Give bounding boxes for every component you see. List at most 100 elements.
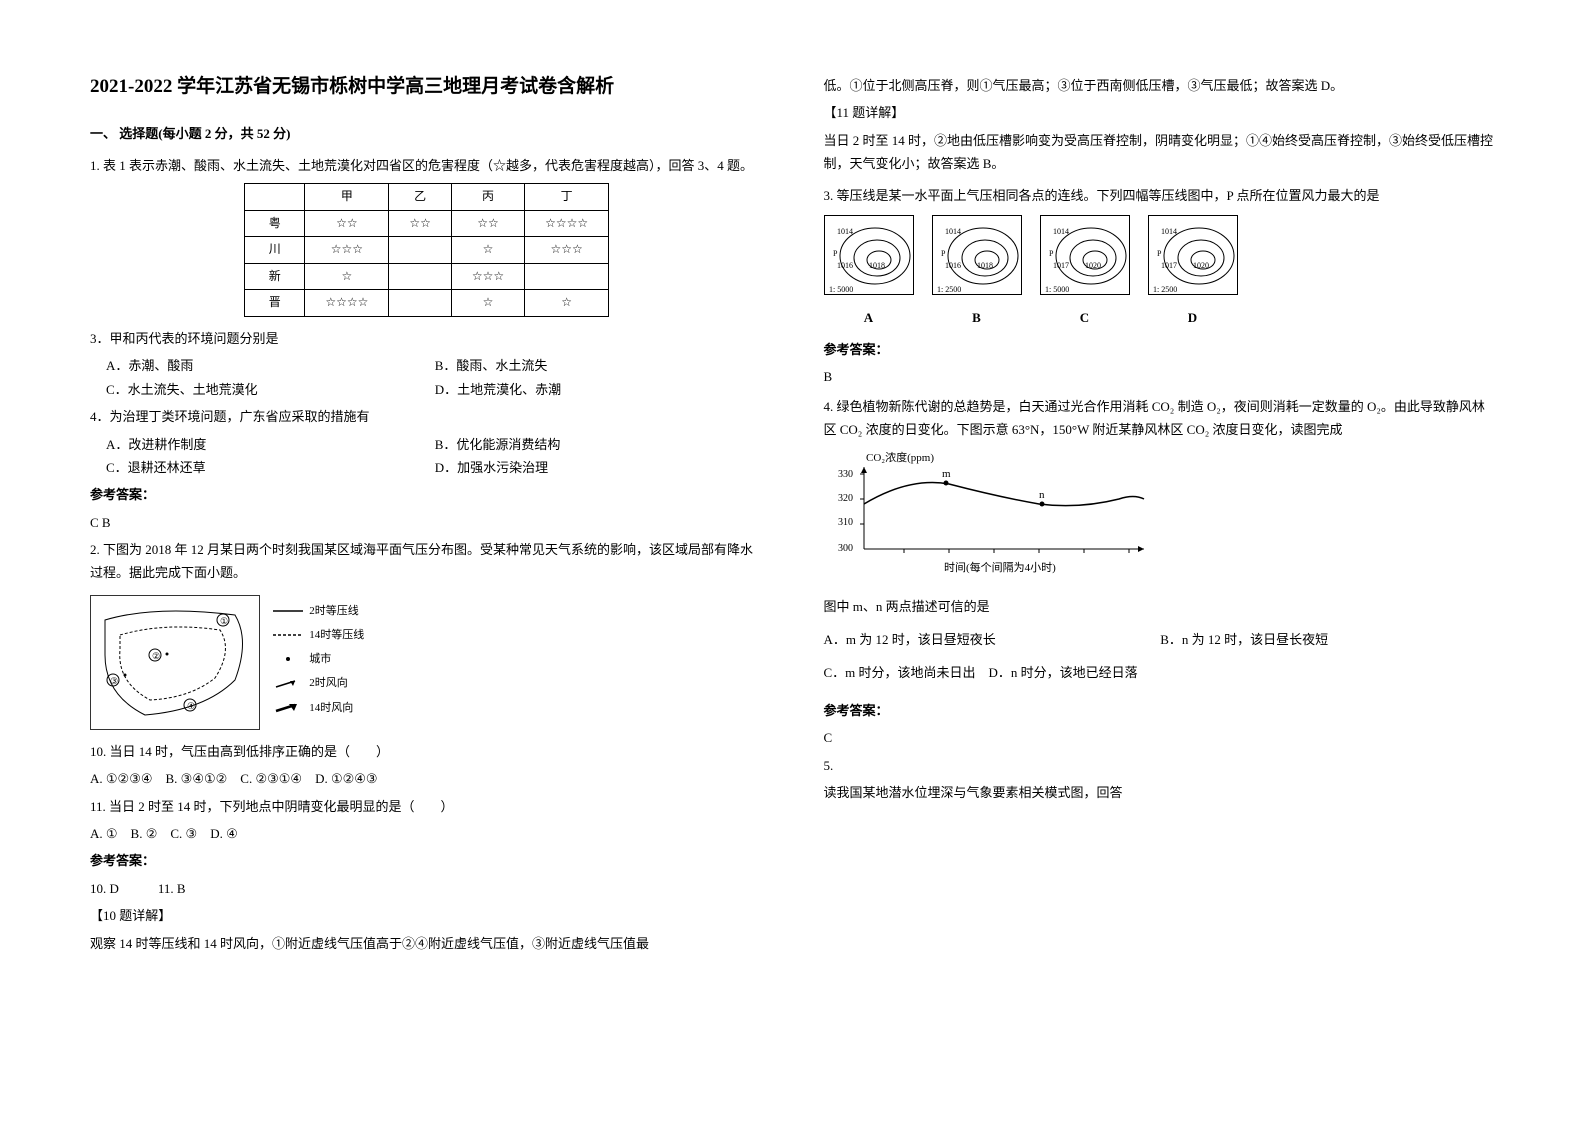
- svg-text:CO₂浓度(ppm): CO₂浓度(ppm): [866, 450, 934, 464]
- q10-stem: 10. 当日 14 时，气压由高到低排序正确的是（ ）: [90, 740, 764, 763]
- svg-text:②: ②: [152, 651, 160, 661]
- option-row: C．水土流失、土地荒漠化 D．土地荒漠化、赤潮: [90, 378, 764, 401]
- table-cell: [389, 290, 452, 317]
- table-row: 甲 乙 丙 丁: [245, 183, 609, 210]
- svg-text:1014: 1014: [837, 227, 853, 236]
- q11-stem: 11. 当日 2 时至 14 时，下列地点中阴晴变化最明显的是（ ）: [90, 795, 764, 818]
- option-b: B．酸雨、水土流失: [435, 354, 764, 377]
- pressure-map-legend: 2时等压线 14时等压线 城市 2时风向 14时风向: [273, 599, 364, 720]
- answer-label: 参考答案：: [90, 483, 764, 506]
- svg-text:300: 300: [838, 543, 853, 554]
- isobar-a: 1014 P 1016 1018 1: 5000 A: [824, 215, 914, 330]
- legend-item: 城市: [273, 647, 364, 671]
- option-row: A．改进耕作制度 B．优化能源消费结构: [90, 433, 764, 456]
- option-row: A．赤潮、酸雨 B．酸雨、水土流失: [90, 354, 764, 377]
- option-d: D．土地荒漠化、赤潮: [435, 378, 764, 401]
- explain10-head: 【10 题详解】: [90, 904, 764, 927]
- table-cell: [389, 237, 452, 264]
- explain10-text: 观察 14 时等压线和 14 时风向，①附近虚线气压值高于②④附近虚线气压值，③…: [90, 932, 764, 955]
- table-cell: 粤: [245, 210, 305, 237]
- pressure-map-svg: ① ② ③ ④: [95, 600, 255, 725]
- q11-options: A. ① B. ② C. ③ D. ④: [90, 822, 764, 845]
- table-row: 新 ☆ ☆☆☆: [245, 263, 609, 290]
- legend-item: 2时风向: [273, 671, 364, 695]
- legend-label: 14时风向: [309, 696, 353, 720]
- option-b: B．n 为 12 时，该日昼长夜短: [1160, 628, 1497, 651]
- document-title: 2021-2022 学年江苏省无锡市栎树中学高三地理月考试卷含解析: [90, 70, 764, 104]
- svg-text:310: 310: [838, 517, 853, 528]
- table-cell: [389, 263, 452, 290]
- svg-text:时间(每个间隔为4小时): 时间(每个间隔为4小时): [944, 560, 1056, 574]
- q4b-stem: 图中 m、n 两点描述可信的是: [824, 595, 1498, 618]
- svg-text:1017: 1017: [1053, 261, 1069, 270]
- svg-text:1: 5000: 1: 5000: [1045, 285, 1069, 294]
- svg-text:1017: 1017: [1161, 261, 1177, 270]
- table-row: 粤 ☆☆ ☆☆ ☆☆ ☆☆☆☆: [245, 210, 609, 237]
- svg-text:1018: 1018: [977, 261, 993, 270]
- table-cell: ☆: [525, 290, 609, 317]
- svg-text:1018: 1018: [869, 261, 885, 270]
- isobar-b: 1014 P 1016 1018 1: 2500 B: [932, 215, 1022, 330]
- option-c: C．退耕还林还草: [90, 456, 435, 479]
- option-cd: C．m 时分，该地尚未日出 D．n 时分，该地已经日落: [824, 661, 1498, 684]
- legend-label: 城市: [309, 647, 331, 671]
- table-cell: ☆☆: [451, 210, 524, 237]
- isobar-svg: 1014 P 1016 1018 1: 2500: [932, 215, 1022, 295]
- q3b-answer: B: [824, 365, 1498, 388]
- svg-text:③: ③: [110, 676, 118, 686]
- q10-options: A. ①②③④ B. ③④①② C. ②③①④ D. ①②④③: [90, 767, 764, 790]
- option-d: D．加强水污染治理: [435, 456, 764, 479]
- svg-text:④: ④: [187, 701, 195, 711]
- table-cell: 丁: [525, 183, 609, 210]
- isobar-d: 1014 P 1017 1020 1: 2500 D: [1148, 215, 1238, 330]
- svg-text:1020: 1020: [1085, 261, 1101, 270]
- isobar-c: 1014 P 1017 1020 1: 5000 C: [1040, 215, 1130, 330]
- table-cell: [245, 183, 305, 210]
- pressure-map-block: ① ② ③ ④ 2时等压线 14时等压线 城市: [90, 589, 764, 736]
- svg-text:①: ①: [220, 616, 228, 626]
- q1011-answer: 10. D 11. B: [90, 877, 764, 900]
- right-column: 低。①位于北侧高压脊，则①气压最高；③位于西南侧低压槽，③气压最低；故答案选 D…: [824, 70, 1498, 1092]
- table-cell: 丙: [451, 183, 524, 210]
- explain11-text: 当日 2 时至 14 时，②地由低压槽影响变为受高压脊控制，阴晴变化明显；①④始…: [824, 129, 1498, 176]
- table-cell: ☆☆☆: [451, 263, 524, 290]
- q5-number: 5.: [824, 754, 1498, 777]
- option-a: A．赤潮、酸雨: [90, 354, 435, 377]
- svg-text:n: n: [1039, 489, 1045, 501]
- svg-text:330: 330: [838, 469, 853, 480]
- left-column: 2021-2022 学年江苏省无锡市栎树中学高三地理月考试卷含解析 一、 选择题…: [90, 70, 764, 1092]
- svg-text:1: 2500: 1: 2500: [1153, 285, 1177, 294]
- answer-label: 参考答案：: [824, 699, 1498, 722]
- legend-item: 14时风向: [273, 696, 364, 720]
- q3-stem: 3．甲和丙代表的环境问题分别是: [90, 327, 764, 350]
- svg-text:P: P: [1157, 249, 1162, 258]
- isobar-svg: 1014 P 1017 1020 1: 5000: [1040, 215, 1130, 295]
- legend-label: 14时等压线: [309, 623, 364, 647]
- col2-cont: 低。①位于北侧高压脊，则①气压最高；③位于西南侧低压槽，③气压最低；故答案选 D…: [824, 74, 1498, 97]
- q2-intro: 2. 下图为 2018 年 12 月某日两个时刻我国某区域海平面气压分布图。受某…: [90, 538, 764, 585]
- legend-label: 2时等压线: [309, 599, 359, 623]
- q4-stem: 4．为治理丁类环境问题，广东省应采取的措施有: [90, 405, 764, 428]
- legend-item: 2时等压线: [273, 599, 364, 623]
- table-cell: ☆: [451, 290, 524, 317]
- svg-text:1016: 1016: [837, 261, 853, 270]
- isobar-label: A: [824, 306, 914, 329]
- table-cell: ☆☆☆: [305, 237, 389, 264]
- isobar-svg: 1014 P 1017 1020 1: 2500: [1148, 215, 1238, 295]
- table-row: 晋 ☆☆☆☆ ☆ ☆: [245, 290, 609, 317]
- svg-text:1: 5000: 1: 5000: [829, 285, 853, 294]
- option-c: C．水土流失、土地荒漠化: [90, 378, 435, 401]
- svg-text:m: m: [942, 468, 951, 480]
- pressure-map-figure: ① ② ③ ④: [90, 595, 260, 730]
- answer-label: 参考答案：: [824, 338, 1498, 361]
- table-cell: 乙: [389, 183, 452, 210]
- isobar-label: B: [932, 306, 1022, 329]
- table-cell: ☆☆☆: [525, 237, 609, 264]
- table-cell: ☆☆☆☆: [305, 290, 389, 317]
- option-row: A．m 为 12 时，该日昼短夜长 B．n 为 12 时，该日昼长夜短: [824, 628, 1498, 651]
- table-cell: 新: [245, 263, 305, 290]
- table-cell: 甲: [305, 183, 389, 210]
- explain11-head: 【11 题详解】: [824, 101, 1498, 124]
- svg-text:1016: 1016: [945, 261, 961, 270]
- table-cell: ☆☆☆☆: [525, 210, 609, 237]
